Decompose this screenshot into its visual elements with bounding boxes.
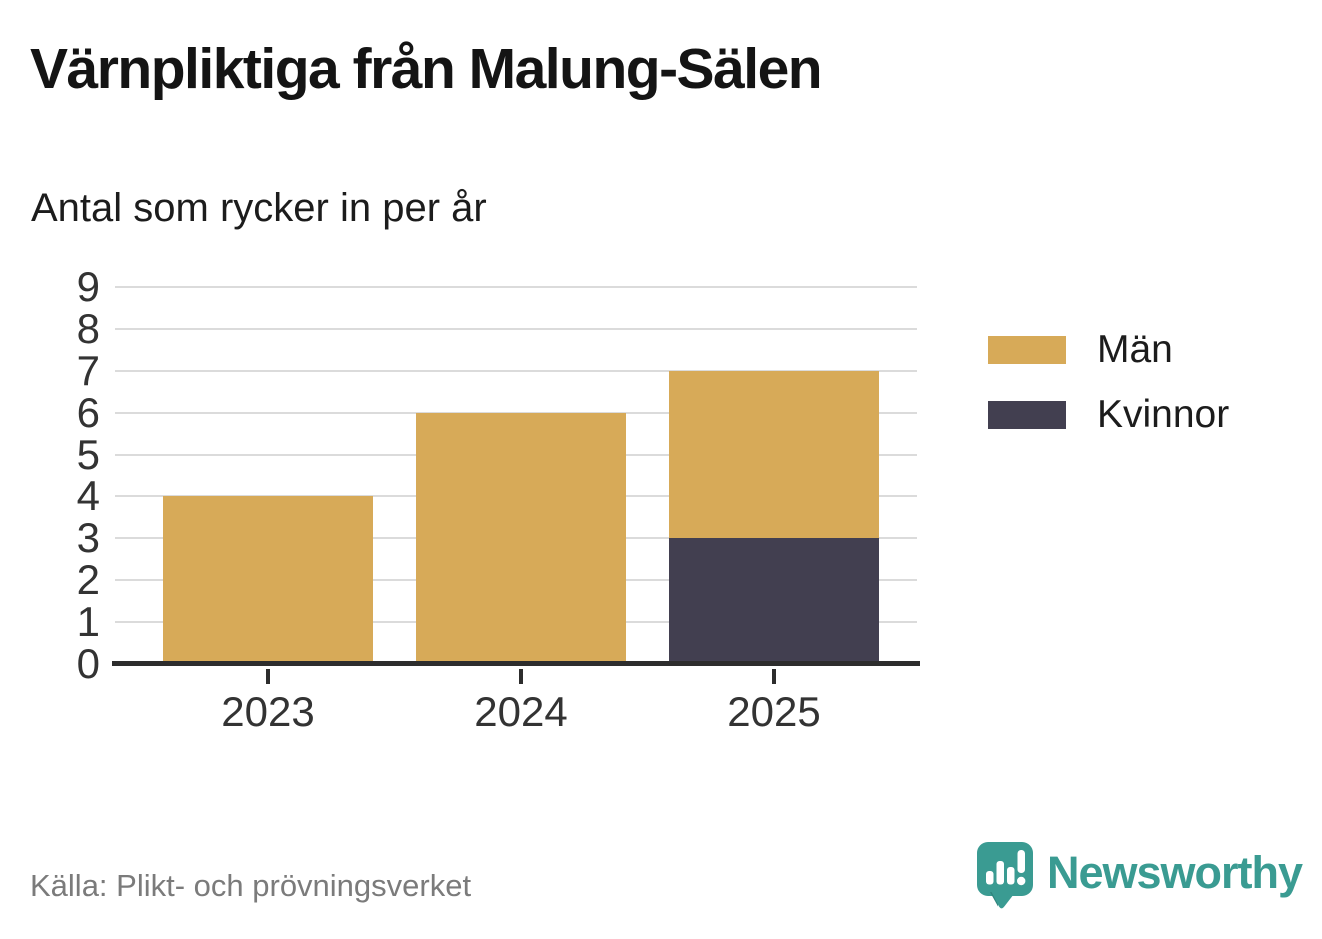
legend-swatch	[988, 335, 1066, 364]
legend-swatch	[988, 400, 1066, 429]
y-tick-label: 0	[76, 640, 100, 687]
y-tick-label: 2	[76, 556, 100, 604]
x-tick-label: 2025	[727, 688, 821, 735]
x-tick-mark	[519, 669, 523, 684]
bar-segment-kvinnor	[669, 538, 879, 664]
y-tick-label: 8	[76, 304, 100, 352]
newsworthy-logo: Newsworthy	[976, 840, 1303, 910]
x-tick-mark	[266, 669, 270, 684]
bar-segment-män	[163, 496, 373, 664]
gridline	[115, 286, 917, 288]
source-note: Källa: Plikt- och prövningsverket	[30, 868, 472, 903]
y-tick-label: 7	[76, 346, 100, 394]
x-tick-label: 2024	[474, 688, 568, 735]
x-axis-labels: 2023 2024 2025	[115, 691, 917, 737]
chart-subtitle: Antal som rycker in per år	[31, 186, 487, 230]
chart-title: Värnpliktiga från Malung-Sälen	[30, 37, 823, 101]
legend-label: Kvinnor	[1097, 393, 1230, 436]
newsworthy-wordmark: Newsworthy	[1047, 846, 1303, 898]
plot-area	[112, 286, 920, 684]
y-tick-label: 1	[76, 598, 100, 646]
x-tick-mark	[772, 669, 776, 684]
legend-item-kvinnor: Kvinnor	[988, 395, 1229, 434]
legend-item-man: Män	[988, 330, 1229, 369]
bar-segment-män	[669, 370, 879, 539]
legend: Män Kvinnor	[988, 330, 1229, 434]
legend-label: Män	[1097, 328, 1173, 371]
x-axis-line	[112, 661, 920, 666]
gridline	[115, 369, 917, 372]
y-tick-label: 5	[76, 430, 100, 478]
y-tick-label: 3	[76, 514, 100, 562]
newsworthy-logo-icon	[977, 842, 1033, 909]
x-tick-label: 2023	[221, 688, 315, 735]
y-tick-label: 4	[76, 472, 100, 520]
y-tick-label: 9	[76, 263, 100, 310]
bar-segment-män	[416, 412, 626, 664]
y-tick-label: 6	[76, 388, 100, 436]
gridline	[115, 327, 917, 330]
